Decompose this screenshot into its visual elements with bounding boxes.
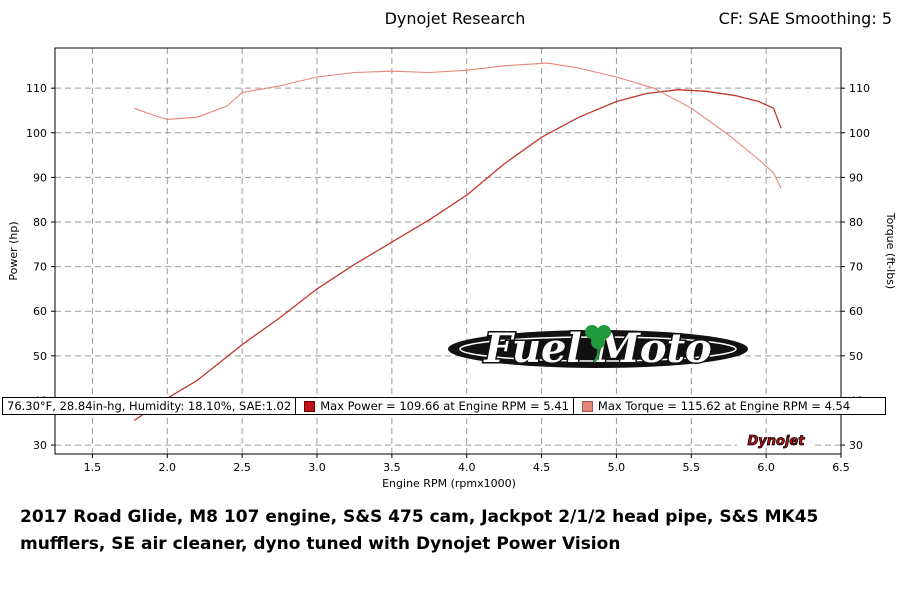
y-tick-label: 60: [33, 305, 47, 318]
series-line-torque: [134, 62, 782, 189]
x-tick-label: 1.5: [84, 461, 102, 474]
correction-factor-label: CF: SAE Smoothing: 5: [718, 9, 892, 28]
max-torque-text: Max Torque = 115.62 at Engine RPM = 4.54: [597, 399, 851, 413]
y-tick-label: 80: [33, 216, 47, 229]
max-power-text: Max Power = 109.66 at Engine RPM = 5.41: [320, 399, 569, 413]
run-info-bar: 76.30°F, 28.84in-hg, Humidity: 18.10%, S…: [2, 397, 886, 415]
x-tick-label: 6.0: [757, 461, 775, 474]
power-swatch-icon: [304, 401, 316, 412]
y-right-tick-label: 80: [849, 216, 863, 229]
y-tick-label: 100: [26, 127, 47, 140]
chart-grid: [55, 48, 842, 454]
x-tick-label: 5.0: [608, 461, 626, 474]
y-right-tick-label: 30: [849, 439, 863, 452]
torque-swatch-icon: [581, 401, 593, 412]
dynojet-badge-text: Dynojet: [748, 434, 806, 449]
chart-title: Dynojet Research: [384, 9, 526, 28]
y-tick-label: 90: [33, 171, 47, 184]
y-right-tick-label: 110: [849, 82, 870, 95]
y-axis-right-ticks: 30405060708090100110: [841, 82, 870, 452]
x-tick-label: 6.5: [832, 461, 850, 474]
series-lines: [133, 62, 782, 422]
y-right-tick-label: 90: [849, 171, 863, 184]
y-axis-right-label: Torque (ft-lbs): [884, 212, 897, 289]
y-right-tick-label: 70: [849, 261, 863, 274]
conditions-text: 76.30°F, 28.84in-hg, Humidity: 18.10%, S…: [7, 399, 292, 413]
plot-frame: [54, 47, 842, 455]
x-tick-label: 3.0: [308, 461, 326, 474]
x-tick-label: 4.0: [458, 461, 476, 474]
x-tick-label: 5.5: [683, 461, 701, 474]
series-line-power: [133, 89, 782, 422]
y-tick-label: 50: [33, 350, 47, 363]
x-axis-label: Engine RPM (rpmx1000): [382, 477, 516, 490]
y-tick-label: 70: [33, 261, 47, 274]
x-tick-label: 3.5: [383, 461, 401, 474]
max-torque-entry: Max Torque = 115.62 at Engine RPM = 4.54: [574, 399, 854, 413]
fuel-moto-logo: Fuel Moto: [448, 324, 748, 374]
y-tick-label: 30: [33, 439, 47, 452]
dynojet-logo: Dynojet: [737, 433, 815, 449]
y-tick-label: 110: [26, 82, 47, 95]
y-right-tick-label: 50: [849, 350, 863, 363]
y-right-tick-label: 60: [849, 305, 863, 318]
x-tick-label: 4.5: [533, 461, 551, 474]
x-tick-label: 2.0: [159, 461, 177, 474]
x-tick-label: 2.5: [233, 461, 251, 474]
x-axis-ticks: 1.5 2.0 2.5 3.0 3.5 4.0 4.5 5.0 5.5 6.0 6.5: [84, 454, 850, 474]
y-right-tick-label: 100: [849, 127, 870, 140]
clover-icon: [585, 325, 611, 363]
y-axis-left-label: Power (hp): [7, 221, 20, 280]
max-power-entry: Max Power = 109.66 at Engine RPM = 5.41: [296, 399, 573, 413]
figure-caption: 2017 Road Glide, M8 107 engine, S&S 475 …: [20, 507, 819, 554]
